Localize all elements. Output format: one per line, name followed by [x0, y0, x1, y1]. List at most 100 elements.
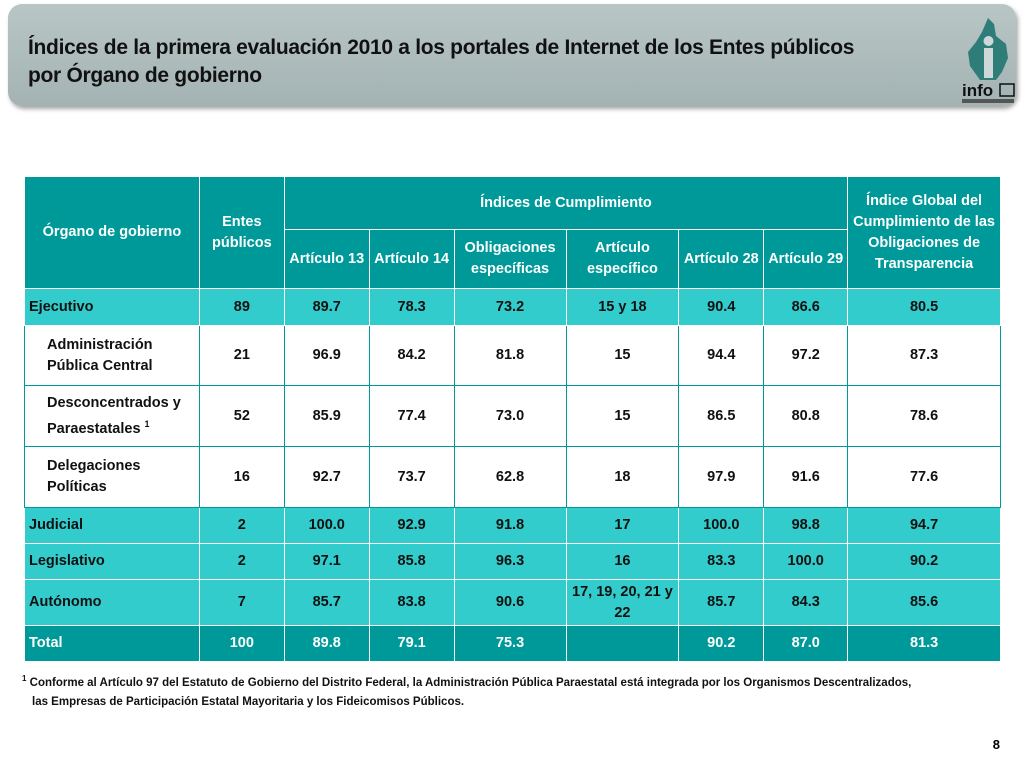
cell-value: 73.0 — [453, 385, 567, 447]
cell-value: 91.6 — [763, 446, 849, 508]
table-row: Ejecutivo 89 89.7 78.3 73.2 15 y 18 90.4 86.6 80… — [24, 288, 1001, 326]
cell-value: 83.8 — [368, 579, 455, 626]
cell-value: 85.8 — [368, 543, 455, 580]
table-row: Autónomo 7 85.7 83.8 90.6 17, 19, 20, 21 y 22… — [24, 579, 1001, 626]
title-bar: Índices de la primera evaluación 2010 a … — [8, 4, 1016, 106]
cell-value: 100.0 — [763, 543, 849, 580]
cell-value: 87.0 — [763, 625, 849, 662]
cell-value: 78.6 — [847, 385, 1001, 447]
cell-value: 77.6 — [847, 446, 1001, 508]
header-col: Artículo 14 — [368, 229, 455, 289]
header-col: Artículo 29 — [763, 229, 849, 289]
cell-value: 90.4 — [678, 288, 765, 326]
row-name: Judicial — [29, 517, 83, 533]
row-label: Autónomo — [24, 579, 200, 626]
cell-value: 78.3 — [368, 288, 455, 326]
header-col: Obligaciones específicas — [453, 229, 567, 289]
cell-value: 96.9 — [283, 325, 370, 386]
cell-value: 89.7 — [283, 288, 370, 326]
cell-value: 80.5 — [847, 288, 1001, 326]
cell-value: 81.8 — [453, 325, 567, 386]
indices-table: Órgano de gobierno Entes públicos Índice… — [24, 176, 1001, 662]
row-name: Autónomo — [29, 594, 102, 610]
cell-value: 85.7 — [678, 579, 765, 626]
row-name: Desconcentrados y Paraestatales — [47, 394, 181, 437]
row-label: Judicial — [24, 507, 200, 544]
infodf-logo: info — [958, 14, 1020, 106]
cell-value: 7 — [198, 579, 285, 626]
cell-value: 2 — [198, 507, 285, 544]
cell-value: 15 y 18 — [565, 288, 680, 326]
cell-value: 73.2 — [453, 288, 567, 326]
page-number: 8 — [992, 737, 1000, 752]
footnote-line-2: las Empresas de Participación Estatal Ma… — [32, 695, 465, 708]
cell-value: 90.2 — [847, 543, 1001, 580]
cell-value: 85.6 — [847, 579, 1001, 626]
table-row: Desconcentrados y Paraestatales 1 52 85.9 7… — [24, 385, 1001, 447]
title-line-2: por Órgano de gobierno — [28, 64, 262, 87]
cell-value: 52 — [198, 385, 285, 447]
cell-value: 16 — [198, 446, 285, 508]
cell-value: 91.8 — [453, 507, 567, 544]
cell-value: 90.6 — [453, 579, 567, 626]
cell-value: 80.8 — [763, 385, 849, 447]
table-row: Judicial 2 100.0 92.9 91.8 17 100.0 98.8 94.7 — [24, 507, 1001, 544]
cell-value: 100.0 — [678, 507, 765, 544]
cell-value: 89.8 — [283, 625, 370, 662]
cell-value: 89 — [198, 288, 285, 326]
table-row: Administración Pública Central 21 96.9 84.2… — [24, 325, 1001, 386]
cell-value: 92.7 — [283, 446, 370, 508]
cell-value: 21 — [198, 325, 285, 386]
cell-value: 86.6 — [763, 288, 849, 326]
row-label: Administración Pública Central — [24, 325, 200, 386]
cell-value: 94.4 — [678, 325, 765, 386]
row-name: Delegaciones Políticas — [47, 458, 141, 495]
cell-value: 75.3 — [453, 625, 567, 662]
cell-value: 85.9 — [283, 385, 370, 447]
header-col: Artículo específico — [565, 229, 680, 289]
cell-value: 92.9 — [368, 507, 455, 544]
cell-value: 83.3 — [678, 543, 765, 580]
row-name: Legislativo — [29, 553, 105, 569]
cell-value: 2 — [198, 543, 285, 580]
row-name: Administración Pública Central — [47, 336, 153, 374]
header-indices: Índices de Cumplimiento — [283, 176, 849, 230]
header-global: Índice Global del Cumplimiento de las Ob… — [847, 176, 1001, 289]
row-name: Ejecutivo — [29, 298, 94, 315]
cell-value: 84.3 — [763, 579, 849, 626]
cell-value: 16 — [565, 543, 680, 580]
cell-value: 97.2 — [763, 325, 849, 386]
cell-value: 79.1 — [368, 625, 455, 662]
page-title: Índices de la primera evaluación 2010 a … — [28, 34, 854, 90]
header-organo: Órgano de gobierno — [24, 176, 200, 289]
footnote-mark: 1 — [22, 674, 27, 683]
row-label: Delegaciones Políticas — [24, 446, 200, 508]
cell-value: 73.7 — [368, 446, 455, 508]
row-name: Total — [29, 635, 63, 651]
cell-value: 100.0 — [283, 507, 370, 544]
cell-value: 96.3 — [453, 543, 567, 580]
cell-value: 77.4 — [368, 385, 455, 447]
cell-value: 87.3 — [847, 325, 1001, 386]
cell-value: 15 — [565, 325, 680, 386]
cell-value: 18 — [565, 446, 680, 508]
cell-value: 17 — [565, 507, 680, 544]
cell-value: 90.2 — [678, 625, 765, 662]
table-row: Delegaciones Políticas 16 92.7 73.7 62.8 18 97… — [24, 446, 1001, 508]
row-label: Ejecutivo — [24, 288, 200, 326]
cell-value: 17, 19, 20, 21 y 22 — [565, 579, 680, 626]
cell-value — [565, 625, 680, 662]
footnote-ref: 1 — [144, 418, 150, 429]
header-entes: Entes públicos — [198, 176, 285, 289]
cell-value: 62.8 — [453, 446, 567, 508]
cell-value: 94.7 — [847, 507, 1001, 544]
table-row: Total 100 89.8 79.1 75.3 90.2 87.0 81.3 — [24, 625, 1001, 662]
cell-value: 98.8 — [763, 507, 849, 544]
header-col: Artículo 13 — [283, 229, 370, 289]
cell-value: 86.5 — [678, 385, 765, 447]
cell-value: 100 — [198, 625, 285, 662]
cell-value: 97.9 — [678, 446, 765, 508]
cell-value: 97.1 — [283, 543, 370, 580]
header-col: Artículo 28 — [678, 229, 765, 289]
title-line-1: Índices de la primera evaluación 2010 a … — [28, 36, 855, 59]
